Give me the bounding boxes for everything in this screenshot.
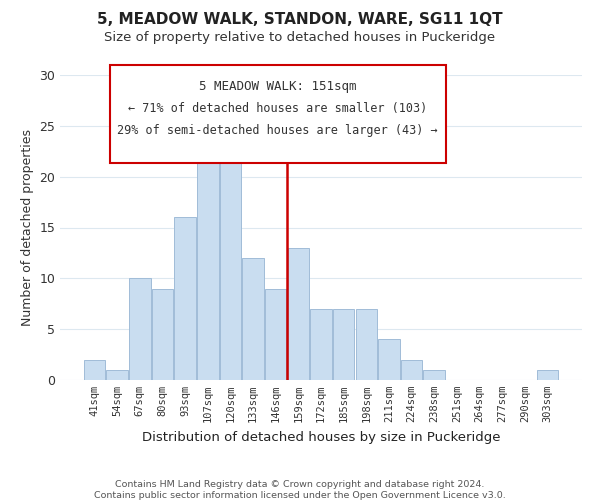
Bar bbox=[129, 278, 151, 380]
Bar bbox=[287, 248, 309, 380]
Bar bbox=[242, 258, 264, 380]
Text: 5 MEADOW WALK: 151sqm: 5 MEADOW WALK: 151sqm bbox=[199, 80, 356, 93]
Text: Contains public sector information licensed under the Open Government Licence v3: Contains public sector information licen… bbox=[94, 491, 506, 500]
X-axis label: Distribution of detached houses by size in Puckeridge: Distribution of detached houses by size … bbox=[142, 430, 500, 444]
Bar bbox=[424, 370, 445, 380]
Bar bbox=[175, 218, 196, 380]
Bar bbox=[197, 126, 218, 380]
Bar bbox=[220, 156, 241, 380]
Text: Size of property relative to detached houses in Puckeridge: Size of property relative to detached ho… bbox=[104, 31, 496, 44]
Bar bbox=[537, 370, 558, 380]
Bar bbox=[84, 360, 105, 380]
Text: 29% of semi-detached houses are larger (43) →: 29% of semi-detached houses are larger (… bbox=[118, 124, 438, 137]
Bar bbox=[356, 309, 377, 380]
Bar bbox=[265, 288, 286, 380]
Y-axis label: Number of detached properties: Number of detached properties bbox=[21, 129, 34, 326]
Bar bbox=[333, 309, 355, 380]
Bar bbox=[401, 360, 422, 380]
Text: ← 71% of detached houses are smaller (103): ← 71% of detached houses are smaller (10… bbox=[128, 102, 427, 116]
Text: Contains HM Land Registry data © Crown copyright and database right 2024.: Contains HM Land Registry data © Crown c… bbox=[115, 480, 485, 489]
Bar bbox=[106, 370, 128, 380]
Bar bbox=[378, 340, 400, 380]
Text: 5, MEADOW WALK, STANDON, WARE, SG11 1QT: 5, MEADOW WALK, STANDON, WARE, SG11 1QT bbox=[97, 12, 503, 28]
Bar bbox=[152, 288, 173, 380]
Bar bbox=[310, 309, 332, 380]
